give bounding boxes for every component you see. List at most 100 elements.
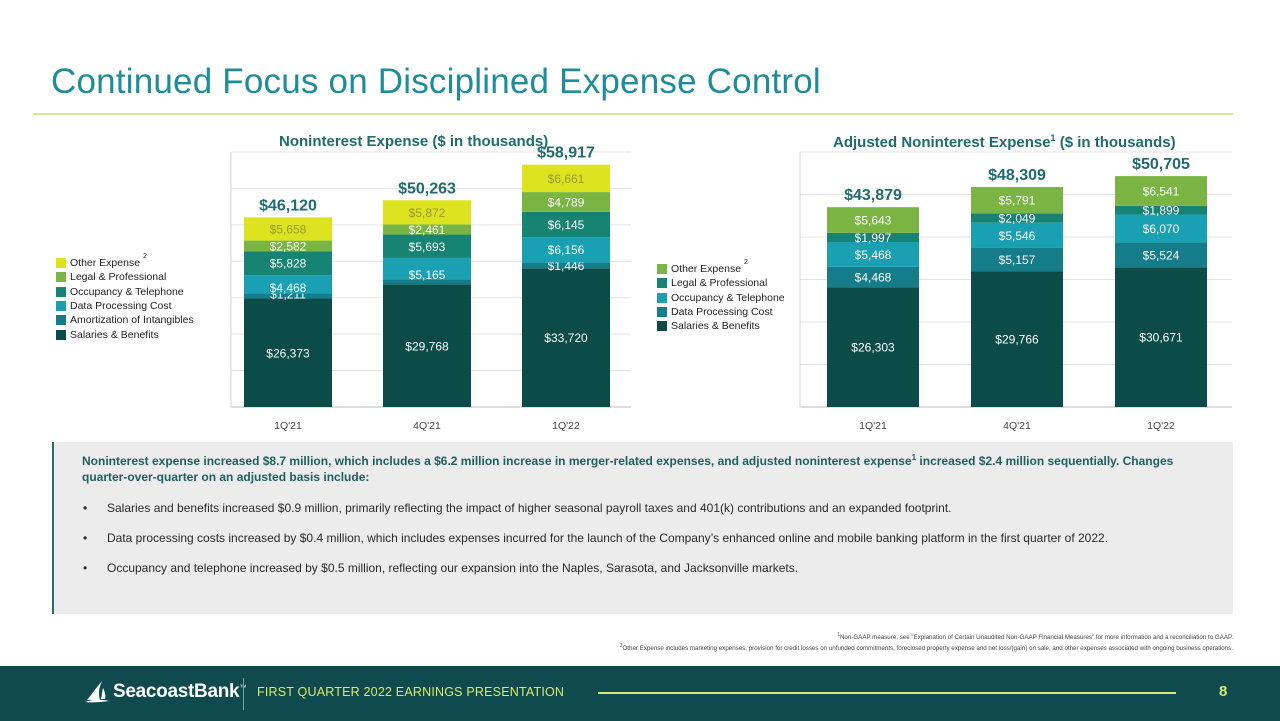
data-label: $6,156 (548, 243, 585, 257)
bar-segment (244, 293, 332, 299)
bar-segment (383, 224, 471, 235)
legend-item: Amortization of Intangibles (56, 313, 194, 327)
data-label: $26,303 (851, 341, 895, 355)
data-label: $6,541 (1143, 185, 1180, 199)
bar-segment (522, 268, 610, 407)
data-label: $26,373 (266, 346, 310, 360)
bar-segment (522, 262, 610, 269)
bar-segment (383, 284, 471, 407)
x-tick-label: 1Q'21 (274, 420, 302, 432)
x-tick-label: 4Q'21 (413, 420, 441, 432)
footer-label: FIRST QUARTER 2022 EARNINGS PRESENTATION (257, 685, 565, 699)
bar-segment (827, 241, 919, 267)
legend-swatch (56, 301, 66, 312)
total-label: $46,120 (259, 197, 317, 214)
data-label: $6,145 (548, 218, 585, 232)
bar-segment (1115, 205, 1207, 215)
bar-segment (1115, 176, 1207, 206)
commentary-lead: Noninterest expense increased $8.7 milli… (82, 450, 1212, 485)
bar-segment (522, 237, 610, 263)
legend-item: Legal & Professional (56, 270, 194, 284)
legend-swatch (657, 278, 667, 289)
data-label: $33,720 (544, 331, 588, 345)
total-label: $50,705 (1132, 156, 1190, 173)
page-number: 8 (1219, 683, 1228, 700)
bullet-item: Occupancy and telephone increased by $0.… (82, 560, 1212, 576)
bar-segment (244, 275, 332, 294)
page-title: Continued Focus on Disciplined Expense C… (51, 62, 821, 101)
bar-segment (383, 279, 471, 285)
bar-segment (383, 200, 471, 225)
bar-segment (244, 240, 332, 252)
company-logo: SeacoastBank™ (84, 679, 246, 705)
legend-item: Salaries & Benefits (56, 327, 194, 341)
data-label: $30,671 (1139, 331, 1183, 345)
legend-item: Data Processing Cost (56, 299, 194, 313)
data-label: $5,524 (1143, 248, 1180, 262)
bar-segment (522, 164, 610, 193)
total-label: $58,917 (537, 145, 595, 162)
bar-segment (971, 213, 1063, 223)
bar-segment (383, 257, 471, 280)
bar-segment (971, 222, 1063, 248)
total-label: $48,309 (988, 167, 1046, 184)
data-label: $5,165 (409, 268, 446, 282)
bar-segment (1115, 214, 1207, 243)
data-label: $4,468 (855, 271, 892, 285)
legend-adjusted: Other Expense 2 Legal & Professional Occupa… (657, 258, 785, 333)
footnote-1: 1Non-GAAP measure, see "Explanation of C… (837, 632, 1233, 642)
legend-label: Legal & Professional (70, 271, 167, 284)
sail-logo-icon (85, 681, 109, 703)
legend-sup: 2 (143, 252, 147, 260)
bullet-item: Data processing costs increased by $0.4 … (82, 530, 1212, 546)
data-label: $4,468 (270, 281, 307, 295)
legend-swatch (657, 292, 667, 303)
data-label: $2,582 (270, 239, 307, 253)
legend-label: Amortization of Intangibles (70, 314, 194, 327)
data-label: $29,768 (405, 339, 449, 353)
data-label: $5,643 (855, 214, 892, 228)
legend-label: Data Processing Cost (70, 300, 172, 313)
legend-label: Other Expense (671, 263, 742, 276)
legend-item: Other Expense 2 (56, 252, 194, 270)
legend-label: Legal & Professional (671, 277, 768, 290)
data-label: $6,070 (1143, 222, 1180, 236)
legend-label: Salaries & Benefits (70, 328, 159, 341)
legend-label: Occupancy & Telephone (70, 285, 184, 298)
chart-title-text: Adjusted Noninterest Expense (833, 134, 1051, 151)
legend-item: Occupancy & Telephone (657, 291, 785, 305)
footer-rule (598, 692, 1176, 694)
bar-segment (827, 287, 919, 407)
bar-segment (244, 217, 332, 241)
data-label: $1,997 (855, 231, 892, 245)
legend-item: Other Expense 2 (657, 258, 785, 276)
x-tick-label: 1Q'22 (1147, 420, 1175, 432)
noninterest-expense-chart: $26,373$1,211$4,468$5,828$2,582$5,658$46… (230, 145, 631, 432)
chart-title-suffix: ($ in thousands) (1055, 134, 1176, 151)
x-tick-label: 4Q'21 (1003, 420, 1031, 432)
legend-label: Data Processing Cost (671, 306, 773, 319)
bar-segment (383, 234, 471, 258)
legend-swatch (657, 321, 667, 332)
data-label: $4,789 (548, 195, 585, 209)
lead-text-2: increased $2.4 million sequentially. Cha… (82, 454, 1174, 484)
data-label: $1,899 (1143, 204, 1180, 218)
legend-swatch (56, 329, 66, 340)
data-label: $5,693 (409, 240, 446, 254)
data-label: $2,461 (409, 223, 446, 237)
legend-swatch (56, 272, 66, 283)
data-label: $5,872 (409, 206, 446, 220)
data-label: $5,828 (270, 257, 307, 271)
x-tick-label: 1Q'22 (552, 420, 580, 432)
data-label: $5,791 (999, 194, 1036, 208)
bar-segment (971, 187, 1063, 214)
commentary-bullets: Salaries and benefits increased $0.9 mil… (82, 500, 1212, 590)
legend-label: Occupancy & Telephone (671, 291, 785, 304)
data-label: $2,049 (999, 212, 1036, 226)
legend-sup: 2 (744, 258, 748, 266)
legend-swatch (56, 258, 66, 269)
bar-segment (244, 251, 332, 276)
data-label: $5,468 (855, 248, 892, 262)
legend-label: Salaries & Benefits (671, 320, 760, 333)
data-label: $5,157 (999, 253, 1036, 267)
